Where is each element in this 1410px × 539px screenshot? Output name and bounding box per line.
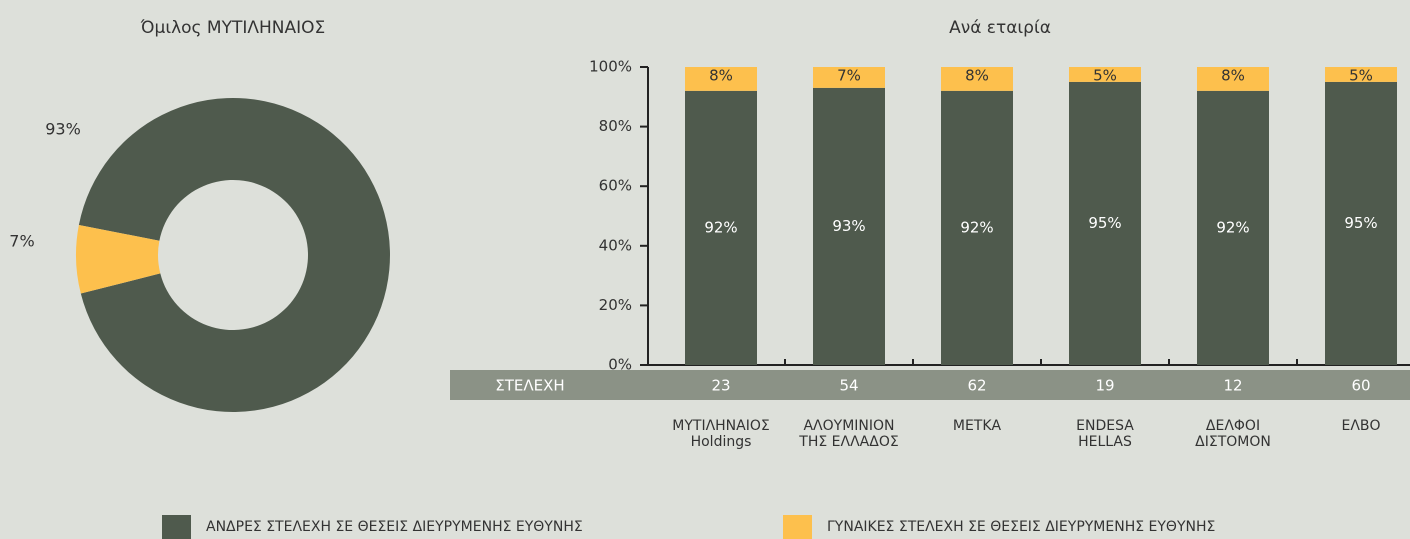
bar-value-label: 5%	[1349, 67, 1373, 85]
bar-value-label: 5%	[1093, 67, 1117, 85]
bar-segment	[1325, 67, 1397, 82]
pie-label: 7%	[9, 232, 34, 251]
bar-segment	[685, 67, 757, 91]
bar-segment	[1325, 81, 1397, 366]
bar-value-label: 95%	[1344, 214, 1377, 232]
pie-label: 93%	[45, 120, 81, 139]
count-value: 23	[711, 377, 730, 395]
bar-segment	[941, 90, 1013, 365]
bar-value-label: 92%	[960, 218, 993, 236]
legend-swatch	[783, 515, 812, 539]
x-tick-label: ENDESA HELLAS	[1076, 418, 1134, 450]
y-tick-label: 80%	[599, 117, 632, 135]
bar-value-label: 92%	[704, 218, 737, 236]
x-tick-label: ΜΕΤΚΑ	[952, 418, 1002, 434]
x-tick-label: ΑΛΟΥΜΙΝΙΟΝ ΤΗΣ ΕΛΛΑΔΟΣ	[799, 418, 899, 450]
bar-segment	[1069, 81, 1141, 366]
count-value: 12	[1223, 377, 1242, 395]
bar-title: Ανά εταιρία	[949, 18, 1051, 38]
y-tick-label: 40%	[599, 236, 632, 254]
x-tick-label: ΔΕΛΦΟΙ ΔΙΣΤΟΜΟΝ	[1195, 418, 1271, 450]
legend-swatch	[162, 515, 191, 539]
x-tick-label: ΜΥΤΙΛΗΝΑΙΟΣ Holdings	[672, 418, 770, 450]
bar-value-label: 8%	[709, 67, 733, 85]
count-value: 54	[839, 377, 858, 395]
bar-value-label: 7%	[837, 67, 861, 85]
bar-segment	[941, 67, 1013, 91]
count-value: 19	[1095, 377, 1114, 395]
bar-segment	[813, 67, 885, 88]
legend-label: ΓΥΝΑΙΚΕΣ ΣΤΕΛΕΧΗ ΣΕ ΘΕΣΕΙΣ ΔΙΕΥΡΥΜΕΝΗΣ Ε…	[827, 519, 1215, 535]
y-tick-label: 100%	[589, 58, 632, 76]
bar-segment	[1197, 90, 1269, 365]
bar-segment	[1197, 67, 1269, 91]
bar-value-label: 8%	[965, 67, 989, 85]
y-tick-label: 60%	[599, 177, 632, 195]
pie-slice	[78, 97, 391, 412]
bar-segment	[685, 90, 757, 365]
y-tick-label: 0%	[608, 356, 632, 374]
bar-value-label: 93%	[832, 217, 865, 235]
pie-title: Όμιλος ΜΥΤΙΛΗΝΑΙΟΣ	[140, 18, 326, 38]
count-value: 60	[1351, 377, 1370, 395]
pie-slice	[76, 225, 161, 294]
count-row-label: ΣΤΕΛΕΧΗ	[495, 377, 564, 395]
bar-value-label: 95%	[1088, 214, 1121, 232]
count-value: 62	[967, 377, 986, 395]
bar-segment	[813, 87, 885, 366]
legend-label: ΑΝΔΡΕΣ ΣΤΕΛΕΧΗ ΣΕ ΘΕΣΕΙΣ ΔΙΕΥΡΥΜΕΝΗΣ ΕΥΘ…	[206, 519, 583, 535]
x-tick-label: ΕΛΒΟ	[1341, 418, 1381, 434]
bar-value-label: 92%	[1216, 218, 1249, 236]
y-tick-label: 20%	[599, 296, 632, 314]
count-row	[450, 370, 1410, 400]
bar-segment	[1069, 67, 1141, 82]
bar-value-label: 8%	[1221, 67, 1245, 85]
